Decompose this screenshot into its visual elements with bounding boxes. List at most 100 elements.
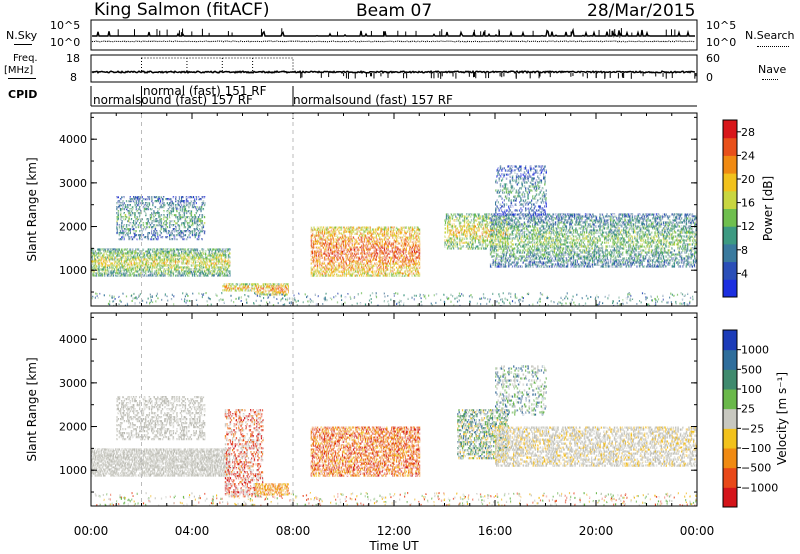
power-cell xyxy=(353,240,356,243)
power-cell xyxy=(129,222,131,225)
power-cell xyxy=(91,260,93,263)
power-cell xyxy=(341,270,344,273)
power-cell xyxy=(383,250,386,253)
power-cell xyxy=(100,254,103,257)
power-cell xyxy=(365,244,368,247)
power-cell xyxy=(332,260,334,263)
power-cell xyxy=(340,264,343,267)
power-cell xyxy=(515,243,517,246)
power-cell xyxy=(215,254,218,257)
power-cell xyxy=(319,234,321,237)
power-cell xyxy=(315,246,317,249)
power-cell xyxy=(493,251,495,254)
power-cell xyxy=(413,264,416,267)
power-cell xyxy=(107,256,110,259)
power-cell xyxy=(314,254,316,257)
power-cell xyxy=(127,256,129,259)
power-cell xyxy=(111,256,113,259)
power-cell xyxy=(140,272,142,275)
power-cell xyxy=(113,270,116,273)
power-cell xyxy=(365,254,368,257)
power-cell xyxy=(151,200,153,203)
power-cell xyxy=(194,220,196,223)
power-cell xyxy=(184,266,187,269)
power-cell xyxy=(130,268,133,271)
power-cell xyxy=(196,274,199,277)
power-cell xyxy=(175,196,177,199)
power-cell xyxy=(199,254,201,257)
power-cell xyxy=(115,248,117,251)
power-cell xyxy=(341,272,344,275)
power-cell xyxy=(415,260,417,263)
power-cell xyxy=(145,204,147,207)
power-cell xyxy=(444,239,446,242)
power-cell xyxy=(258,289,261,292)
power-cell xyxy=(511,249,513,252)
power-cell xyxy=(404,252,406,255)
power-cell xyxy=(388,256,391,259)
power-cell xyxy=(184,230,187,233)
power-cell xyxy=(491,221,493,224)
power-cell xyxy=(399,270,401,273)
power-cell xyxy=(458,233,461,236)
power-cell xyxy=(462,225,464,228)
power-cell xyxy=(503,265,505,268)
power-cell xyxy=(191,222,194,225)
power-cell xyxy=(473,223,475,226)
power-cell xyxy=(415,238,417,241)
power-cell xyxy=(179,208,182,211)
power-cell xyxy=(333,272,335,275)
power-cell xyxy=(187,222,189,225)
power-cell xyxy=(329,248,332,251)
power-cell xyxy=(188,270,190,273)
power-cell xyxy=(146,222,148,225)
power-cell xyxy=(493,239,495,242)
power-cell xyxy=(321,264,323,267)
power-cell xyxy=(189,236,191,239)
power-cell xyxy=(405,260,407,263)
power-cell xyxy=(313,258,315,261)
power-cell xyxy=(320,248,322,251)
power-cell xyxy=(155,270,158,273)
power-cell xyxy=(93,262,95,265)
power-cell xyxy=(394,240,397,243)
power-cell xyxy=(157,270,159,273)
power-cell xyxy=(164,260,166,263)
power-cell xyxy=(220,272,223,275)
power-cell xyxy=(476,245,479,248)
power-cell xyxy=(418,256,421,259)
power-cell xyxy=(136,248,139,251)
power-cell xyxy=(527,243,529,246)
power-cell xyxy=(481,245,484,248)
power-cell xyxy=(276,285,279,288)
power-cell xyxy=(145,262,147,265)
power-cell xyxy=(335,226,338,229)
power-cell xyxy=(171,252,173,255)
power-cell xyxy=(252,283,254,286)
power-cell xyxy=(346,248,349,251)
power-cell xyxy=(119,262,122,265)
power-cell xyxy=(526,237,528,240)
power-cell xyxy=(196,228,199,231)
power-cell xyxy=(237,287,240,290)
power-cell xyxy=(353,242,356,245)
power-cell xyxy=(468,225,470,228)
power-cell xyxy=(155,254,158,257)
power-cell xyxy=(379,226,381,229)
power-cell xyxy=(190,210,193,213)
power-cell xyxy=(205,254,207,257)
power-cell xyxy=(139,258,141,261)
power-cell xyxy=(392,254,394,257)
power-cell xyxy=(361,240,363,243)
power-cell xyxy=(395,232,398,235)
power-cell xyxy=(496,215,498,218)
power-cell xyxy=(208,260,211,263)
power-cell xyxy=(178,234,181,237)
power-cell xyxy=(320,236,322,239)
power-cell xyxy=(321,242,323,245)
power-cell xyxy=(116,262,118,265)
power-cell xyxy=(104,256,106,259)
power-cell xyxy=(169,234,171,237)
power-cell xyxy=(503,253,505,256)
power-cell xyxy=(331,226,333,229)
